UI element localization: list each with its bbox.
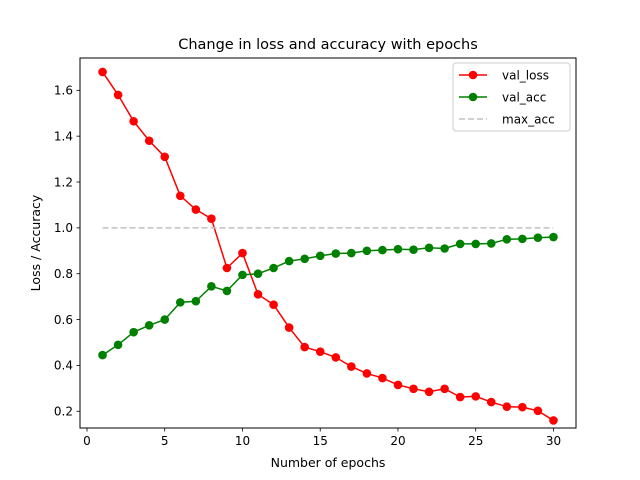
y-axis: 0.2 0.4 0.6 0.8 1.0 1.2 1.4 1.6 — [54, 84, 80, 419]
y-tick-label: 0.6 — [54, 313, 73, 327]
y-tick-label: 0.8 — [54, 267, 73, 281]
val-acc-point — [393, 244, 403, 254]
legend-val-acc-marker — [468, 92, 478, 102]
val-acc-point — [222, 286, 232, 296]
val-loss-point — [253, 290, 263, 299]
val-acc-point — [486, 239, 496, 248]
legend-val-acc-label: val_acc — [502, 91, 546, 105]
val-acc-point — [378, 245, 387, 255]
val-loss-point — [222, 263, 232, 273]
val-acc-point — [238, 270, 247, 280]
val-acc-point — [300, 254, 309, 264]
val-acc-point — [253, 269, 263, 279]
val-loss-point — [486, 397, 496, 407]
val-loss-point — [471, 392, 481, 401]
val-acc-point — [284, 256, 294, 266]
val-loss-point — [284, 323, 294, 332]
y-tick-label: 1.0 — [54, 221, 73, 235]
val-loss-point — [424, 387, 434, 397]
x-axis: 0 5 10 15 20 25 30 — [83, 428, 561, 448]
x-tick-label: 5 — [161, 434, 169, 448]
val-acc-point — [315, 251, 325, 261]
legend-box — [452, 62, 571, 132]
val-acc-point — [409, 245, 418, 254]
val-acc-point — [549, 232, 558, 242]
val-loss-point — [362, 369, 372, 378]
val-acc-point — [533, 233, 543, 243]
val-acc-line — [102, 236, 554, 356]
val-loss-point — [238, 248, 247, 258]
x-tick-label: 15 — [313, 434, 328, 448]
val-loss-point — [518, 402, 527, 412]
val-loss-point — [269, 300, 278, 309]
val-acc-point — [471, 239, 481, 249]
val-acc-point — [191, 296, 201, 306]
val-loss-point — [207, 214, 216, 224]
x-tick-label: 0 — [83, 434, 91, 448]
val-loss-point — [315, 347, 325, 356]
val-loss-point — [393, 380, 403, 390]
val-loss-point — [440, 384, 449, 394]
y-axis-label: Loss / Accuracy — [28, 194, 43, 291]
val-acc-point — [160, 315, 170, 324]
plot-frame — [79, 57, 577, 429]
val-loss-point — [455, 392, 465, 402]
val-acc-point — [98, 350, 107, 360]
y-tick-label: 0.4 — [54, 359, 73, 373]
legend-val-loss-marker — [468, 70, 478, 80]
val-acc-point — [455, 239, 465, 249]
val-acc-point — [113, 340, 123, 350]
val-acc-point — [440, 244, 449, 253]
val-acc-point — [424, 243, 434, 253]
legend-max-acc-label: max_acc — [502, 113, 555, 127]
legend-val-loss-label: val_loss — [502, 69, 549, 83]
val-loss-point — [144, 136, 154, 146]
val-acc-point — [331, 249, 341, 258]
val-acc-point — [175, 298, 185, 307]
val-acc-point — [269, 263, 278, 273]
val-acc-point — [207, 282, 216, 291]
val-acc-point — [347, 248, 356, 258]
val-loss-point — [160, 152, 170, 162]
legend: val_loss val_acc max_acc — [452, 62, 571, 132]
val-loss-point — [331, 353, 341, 362]
val-loss-point — [175, 191, 185, 201]
val-loss-point — [347, 362, 356, 371]
val-acc-point — [129, 327, 138, 337]
val-loss-point — [113, 90, 123, 100]
y-tick-label: 1.6 — [54, 84, 73, 98]
plot-area — [98, 67, 558, 425]
x-axis-label: Number of epochs — [271, 455, 386, 470]
val-loss-point — [533, 406, 543, 416]
val-loss-point — [129, 116, 138, 126]
val-loss-point — [191, 205, 201, 214]
val-loss-point — [549, 416, 558, 425]
val-acc-point — [518, 234, 527, 244]
chart-title: Change in loss and accuracy with epochs — [178, 37, 478, 53]
val-loss-point — [378, 373, 387, 383]
y-tick-label: 1.4 — [54, 129, 73, 143]
val-loss-point — [409, 384, 418, 394]
x-tick-label: 20 — [390, 434, 405, 448]
x-tick-label: 10 — [235, 434, 250, 448]
y-tick-label: 0.2 — [54, 405, 73, 419]
val-acc-point — [362, 246, 372, 256]
x-tick-label: 25 — [468, 434, 483, 448]
x-tick-label: 30 — [546, 434, 561, 448]
y-tick-label: 1.2 — [54, 175, 73, 189]
val-acc-point — [144, 320, 154, 330]
val-loss-point — [502, 402, 512, 411]
val-loss-point — [300, 342, 309, 352]
val-acc-point — [502, 235, 512, 244]
val-loss-point — [98, 67, 107, 77]
